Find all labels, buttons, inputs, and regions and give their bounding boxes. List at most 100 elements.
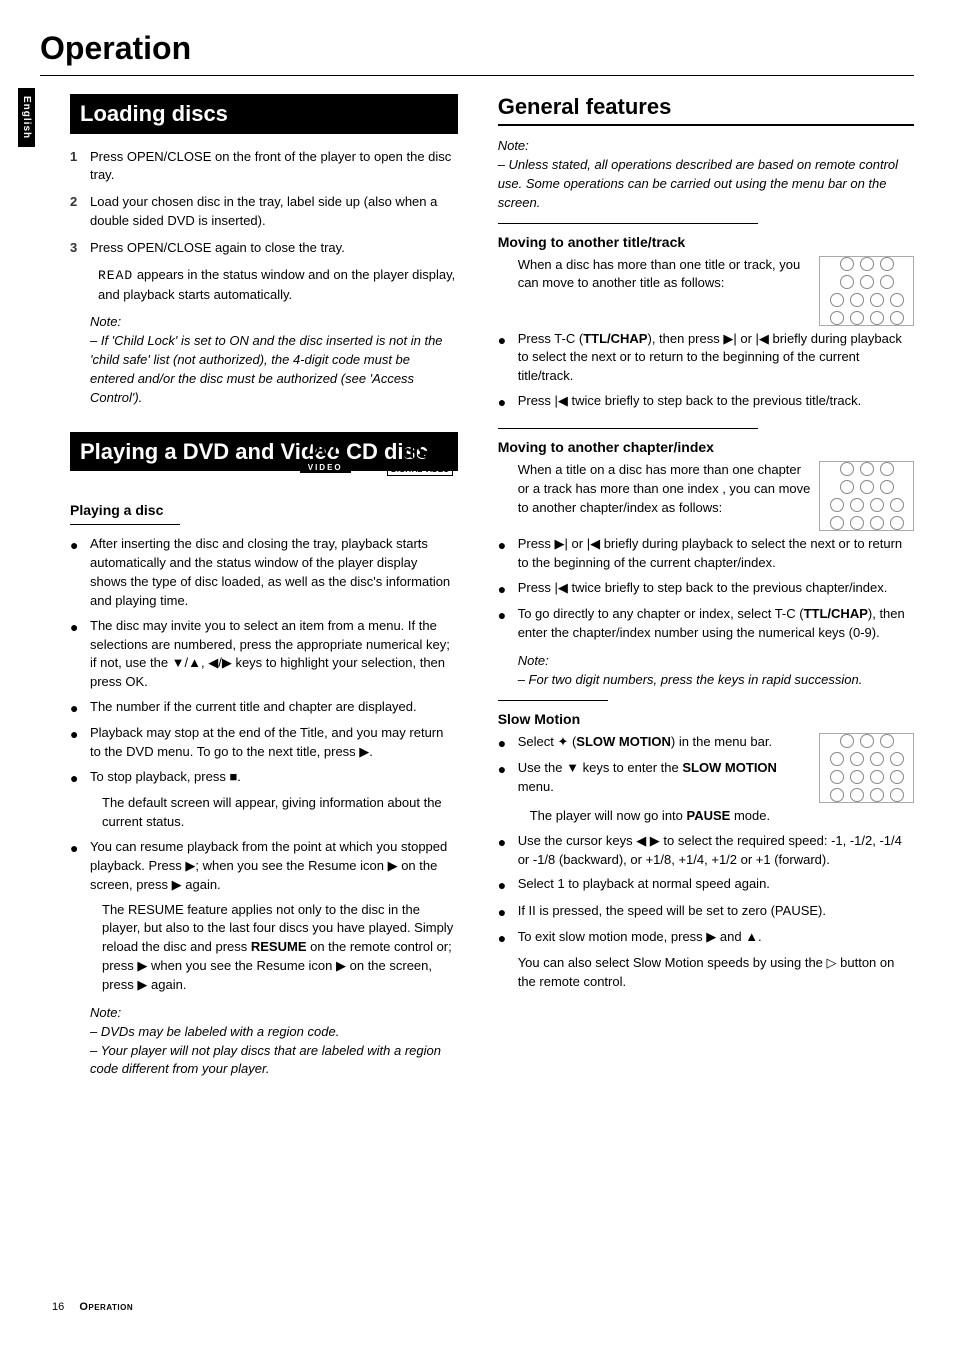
bullet-text: The disc may invite you to select an ite…: [90, 617, 458, 692]
step-3: 3 Press OPEN/CLOSE again to close the tr…: [70, 239, 458, 258]
dvd-logo-video: VIDEO: [300, 462, 351, 473]
page-title: Operation: [40, 30, 914, 67]
bullet-item: ● Press |◀ twice briefly to step back to…: [498, 392, 914, 412]
bullet-text: Select 1 to playback at normal speed aga…: [518, 875, 914, 895]
bullet-text: Playback may stop at the end of the Titl…: [90, 724, 458, 762]
bullet-icon: ●: [498, 928, 518, 948]
step-text: Press OPEN/CLOSE on the front of the pla…: [90, 148, 458, 186]
bullet-text: Select ✦ (SLOW MOTION) in the menu bar.: [518, 733, 811, 753]
bullet-item: ● Press |◀ twice briefly to step back to…: [498, 579, 914, 599]
chapter-note: – For two digit numbers, press the keys …: [498, 671, 914, 690]
pause-a: The player will now go into: [530, 808, 687, 823]
step-2: 2 Load your chosen disc in the tray, lab…: [70, 193, 458, 231]
bullet-item: ● To exit slow motion mode, press ▶ and …: [498, 928, 914, 948]
chapter-index-heading: Moving to another chapter/index: [498, 439, 914, 455]
bullet-icon: ●: [498, 733, 518, 753]
title-track-heading: Moving to another title/track: [498, 234, 914, 250]
bullet-text: Press ▶| or |◀ briefly during playback t…: [518, 535, 914, 573]
disc-text: dıЅc: [403, 442, 437, 463]
remote-diagram-icon: [819, 461, 914, 531]
slow-motion-heading: Slow Motion: [498, 711, 914, 727]
bullet-text: To stop playback, press ■.: [90, 768, 458, 788]
remote-diagram-icon: [819, 733, 914, 803]
bullet-icon: ●: [70, 698, 90, 718]
step-text: Load your chosen disc in the tray, label…: [90, 193, 458, 231]
bullet-text: Use the cursor keys ◀ ▶ to select the re…: [518, 832, 914, 870]
slow-end-text: You can also select Slow Motion speeds b…: [498, 954, 914, 992]
slow-b1-bold: SLOW MOTION: [576, 734, 671, 749]
subsection-rule: [498, 700, 608, 701]
bullet-text: Press T-C (TTL/CHAP), then press ▶| or |…: [518, 330, 914, 387]
step-3-sub-text: appears in the status window and on the …: [98, 267, 455, 302]
note-label: Note:: [70, 314, 458, 329]
page-footer: 16 Operation: [52, 1301, 133, 1313]
bullet-text: Press |◀ twice briefly to step back to t…: [518, 392, 914, 412]
note-label: Note:: [498, 653, 914, 668]
page-number: 16: [52, 1301, 64, 1313]
bullet-text: You can resume playback from the point a…: [90, 838, 458, 895]
bullet-icon: ●: [498, 759, 518, 797]
read-display-text: READ: [98, 268, 133, 283]
content-columns: Loading discs 1 Press OPEN/CLOSE on the …: [40, 94, 914, 1079]
page-footer-title: Operation: [79, 1301, 133, 1313]
bullet-item: ● You can resume playback from the point…: [70, 838, 458, 895]
compact-text: COMPACT: [403, 435, 438, 442]
bullet-icon: ●: [70, 617, 90, 692]
bullet-icon: ●: [498, 875, 518, 895]
remote-diagram-icon: [819, 256, 914, 326]
bullet-text: To exit slow motion mode, press ▶ and ▲.: [518, 928, 914, 948]
bullet-icon: ●: [498, 392, 518, 412]
bullet-item: ● To go directly to any chapter or index…: [498, 605, 914, 643]
bullet-item: ● Use the cursor keys ◀ ▶ to select the …: [498, 832, 914, 870]
subsection-rule: [498, 428, 758, 429]
bullet-icon: ●: [498, 535, 518, 573]
bullet-icon: ●: [498, 832, 518, 870]
bullet-item: ● To stop playback, press ■.: [70, 768, 458, 788]
step-number: 3: [70, 239, 90, 258]
slow-b2-b: menu.: [518, 779, 554, 794]
slow-b1-a: Select ✦ (: [518, 734, 577, 749]
bullet-item: ● Select ✦ (SLOW MOTION) in the menu bar…: [498, 733, 811, 753]
bullet-item: ● The number if the current title and ch…: [70, 698, 458, 718]
bullet-text: Use the ▼ keys to enter the SLOW MOTION …: [518, 759, 811, 797]
tt-b1-a: Press T-C (: [518, 331, 584, 346]
bullet-text: To go directly to any chapter or index, …: [518, 605, 914, 643]
ch-b3-a: To go directly to any chapter or index, …: [518, 606, 804, 621]
bullet-item: ● Playback may stop at the end of the Ti…: [70, 724, 458, 762]
compact-disc-logo: COMPACT dıЅc DIGITAL VIDEO: [383, 435, 458, 490]
bullet-item: ● Select 1 to playback at normal speed a…: [498, 875, 914, 895]
resume-subtext: The RESUME feature applies not only to t…: [70, 901, 458, 995]
bullet-icon: ●: [70, 724, 90, 762]
bullet-icon: ●: [70, 838, 90, 895]
tt-b1-bold: TTL/CHAP: [583, 331, 647, 346]
bullet-item: ● Press T-C (TTL/CHAP), then press ▶| or…: [498, 330, 914, 387]
ch-b3-bold: TTL/CHAP: [804, 606, 868, 621]
bullet-item: ● Press ▶| or |◀ briefly during playback…: [498, 535, 914, 573]
bullet-text: The number if the current title and chap…: [90, 698, 458, 718]
subsection-rule: [498, 223, 758, 224]
title-underline: [40, 75, 914, 76]
general-features-heading: General features: [498, 94, 914, 126]
note-region-a: – DVDs may be labeled with a region code…: [70, 1023, 458, 1042]
note-label: Note:: [70, 1005, 458, 1020]
pause-bold: PAUSE: [687, 808, 731, 823]
digital-video-text: DIGITAL VIDEO: [387, 463, 453, 476]
pause-subtext: The player will now go into PAUSE mode.: [498, 807, 914, 826]
loading-discs-heading: Loading discs: [70, 94, 458, 134]
right-column: General features Note: – Unless stated, …: [498, 94, 914, 1079]
left-column: Loading discs 1 Press OPEN/CLOSE on the …: [40, 94, 458, 1079]
bullet-icon: ●: [498, 330, 518, 387]
general-note: – Unless stated, all operations describe…: [498, 156, 914, 213]
resume-bold: RESUME: [251, 939, 307, 954]
bullet-text: If II is pressed, the speed will be set …: [518, 902, 914, 922]
step-number: 1: [70, 148, 90, 186]
slow-b2-bold: SLOW MOTION: [682, 760, 777, 775]
playing-disc-subheading: Playing a disc: [70, 502, 458, 518]
slow-b2-a: Use the ▼ keys to enter the: [518, 760, 683, 775]
bullet-icon: ●: [70, 768, 90, 788]
language-tab: English: [18, 88, 35, 147]
note-region-b: – Your player will not play discs that a…: [70, 1042, 458, 1080]
childlock-note: – If 'Child Lock' is set to ON and the d…: [70, 332, 458, 407]
note-label: Note:: [498, 138, 914, 153]
bullet-text: After inserting the disc and closing the…: [90, 535, 458, 610]
